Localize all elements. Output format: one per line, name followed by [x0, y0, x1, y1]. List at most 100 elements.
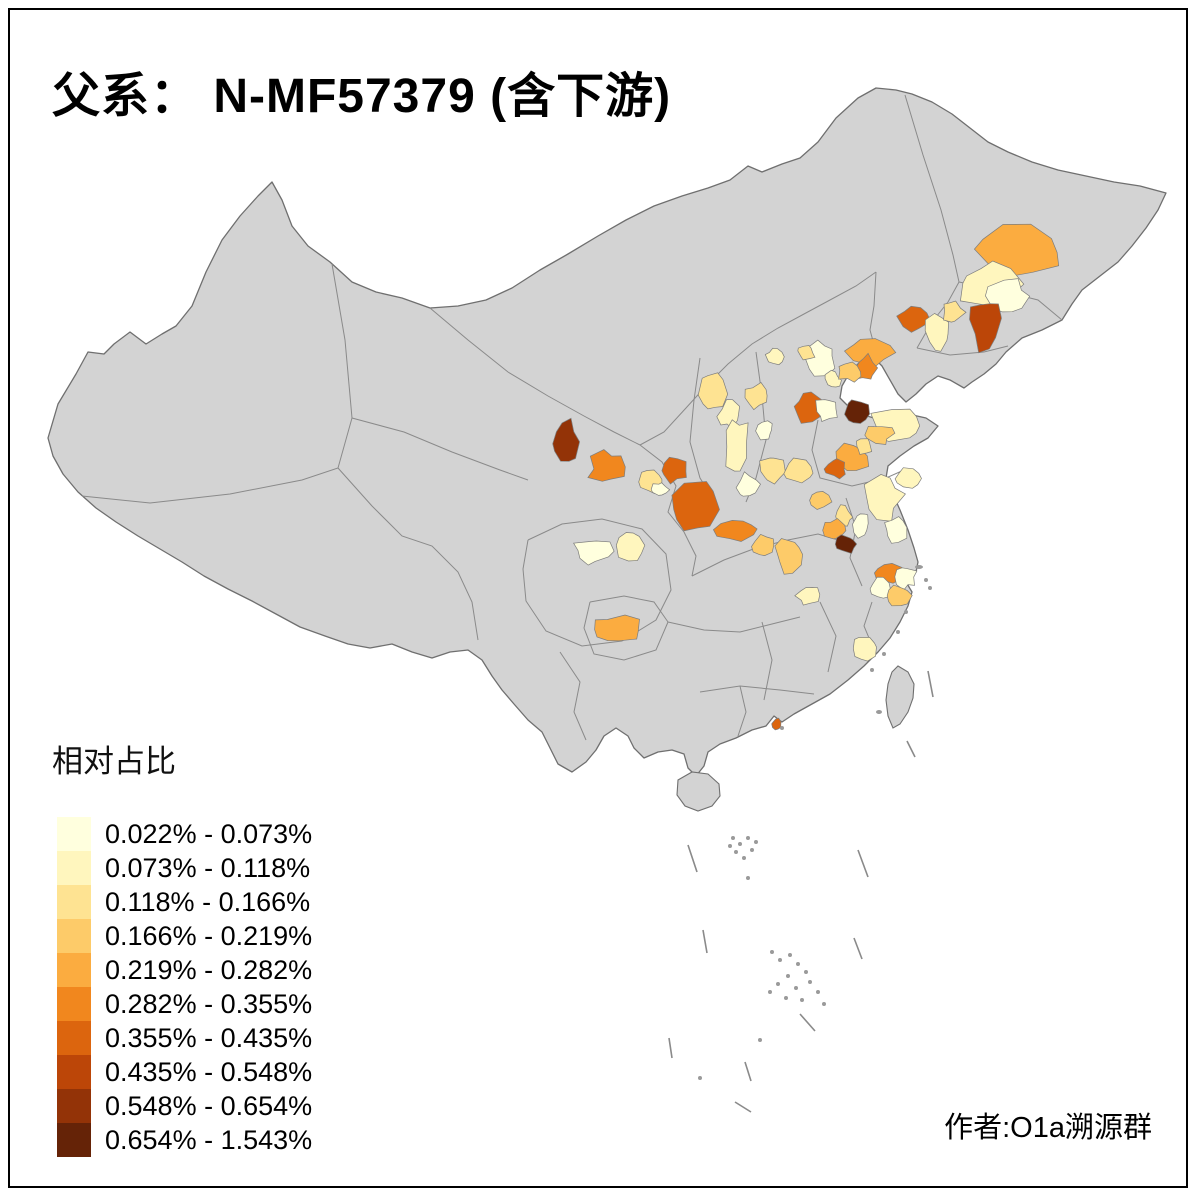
- map-region: [712, 520, 758, 542]
- map-region: [894, 567, 918, 591]
- map-region: [985, 278, 1031, 313]
- province-border-line: [559, 651, 587, 741]
- legend-label: 0.166% - 0.219%: [105, 920, 313, 951]
- prefecture-regions: [552, 223, 1060, 731]
- province-border-line: [639, 444, 697, 577]
- island-dot: [770, 950, 774, 954]
- map-region: [755, 420, 773, 441]
- legend-swatch: [57, 1123, 91, 1157]
- island-dot: [750, 848, 754, 852]
- map-title: 父系： N-MF57379 (含下游): [52, 70, 672, 123]
- legend-swatch: [57, 885, 91, 919]
- legend-label: 0.219% - 0.282%: [105, 954, 313, 985]
- map-region: [852, 636, 877, 662]
- island-dot: [746, 876, 750, 880]
- map-region: [615, 532, 646, 562]
- legend-swatch: [57, 1089, 91, 1123]
- island-dot: [784, 996, 788, 1000]
- island-dot: [738, 842, 742, 846]
- dash-line: [668, 1037, 673, 1059]
- island-dot: [758, 1038, 762, 1042]
- island-dot: [904, 610, 908, 614]
- map-region: [594, 614, 640, 642]
- legend-row: 0.282% - 0.355%: [57, 987, 312, 1021]
- map-region: [969, 303, 1002, 354]
- map-region: [864, 425, 896, 445]
- island-dot: [804, 970, 808, 974]
- province-border-line: [583, 595, 669, 661]
- legend-row: 0.073% - 0.118%: [57, 851, 312, 885]
- dash-line: [799, 1013, 816, 1032]
- legend-swatch: [57, 1021, 91, 1055]
- legend-swatch: [57, 953, 91, 987]
- legend-swatch: [57, 919, 91, 953]
- map-region: [884, 516, 908, 544]
- island-dot: [796, 962, 800, 966]
- province-border-line: [351, 417, 529, 481]
- island-dot: [928, 586, 932, 590]
- dash-line: [853, 937, 863, 960]
- island-dot: [768, 990, 772, 994]
- map-region: [793, 391, 822, 424]
- province-border-line: [737, 685, 747, 737]
- province-border-line: [819, 601, 837, 673]
- province-border-line: [811, 419, 905, 487]
- map-region: [834, 534, 858, 554]
- legend-label: 0.282% - 0.355%: [105, 988, 313, 1019]
- dash-line: [857, 849, 869, 878]
- legend-swatch: [57, 1055, 91, 1089]
- map-region: [774, 538, 803, 575]
- island-dot: [915, 565, 923, 569]
- map-region: [735, 471, 761, 497]
- island-dot: [754, 840, 758, 844]
- legend-swatch: [57, 817, 91, 851]
- island-dot: [786, 974, 790, 978]
- legend-items: 0.022% - 0.073% 0.073% - 0.118% 0.118% - 0…: [57, 817, 312, 1157]
- island-dot: [778, 958, 782, 962]
- island-dot: [870, 668, 874, 672]
- attribution-text: 作者:O1a溯源群: [944, 1112, 1152, 1144]
- map-region: [744, 382, 768, 411]
- map-region: [863, 474, 906, 522]
- legend-row: 0.166% - 0.219%: [57, 919, 312, 953]
- dash-line: [744, 1061, 752, 1082]
- province-border-line: [639, 271, 877, 446]
- province-border-line: [761, 621, 773, 701]
- province-border-line: [81, 263, 353, 504]
- province-border-line: [522, 518, 672, 647]
- legend-label: 0.355% - 0.435%: [105, 1022, 313, 1053]
- dash-line: [702, 929, 708, 954]
- map-region: [783, 457, 814, 484]
- legend-swatch: [57, 851, 91, 885]
- island-dot: [882, 652, 886, 656]
- map-region: [794, 587, 821, 606]
- small-islands: [698, 565, 932, 1080]
- map-region: [671, 481, 720, 532]
- legend-label: 0.548% - 0.654%: [105, 1090, 313, 1121]
- map-region: [809, 491, 833, 510]
- dash-line: [687, 844, 698, 873]
- map-region: [751, 533, 775, 556]
- map-region: [844, 399, 870, 424]
- legend-row: 0.435% - 0.548%: [57, 1055, 312, 1089]
- island-dot: [776, 982, 780, 986]
- province-border-line: [667, 616, 801, 633]
- legend-row: 0.355% - 0.435%: [57, 1021, 312, 1055]
- map-region: [759, 457, 786, 485]
- sea-dash-lines: [668, 670, 934, 1113]
- legend-label: 0.022% - 0.073%: [105, 818, 313, 849]
- map-region: [552, 417, 580, 462]
- map-region: [869, 576, 892, 599]
- dash-line: [906, 740, 916, 758]
- province-border-line: [699, 685, 815, 695]
- map-region: [587, 449, 626, 482]
- map-region: [661, 456, 687, 485]
- island-dot: [728, 844, 732, 848]
- province-border-line: [916, 345, 1009, 356]
- legend-row: 0.118% - 0.166%: [57, 885, 312, 919]
- map-region: [852, 513, 869, 539]
- legend-row: 0.219% - 0.282%: [57, 953, 312, 987]
- legend-label: 0.118% - 0.166%: [105, 886, 311, 917]
- map-region: [838, 361, 862, 383]
